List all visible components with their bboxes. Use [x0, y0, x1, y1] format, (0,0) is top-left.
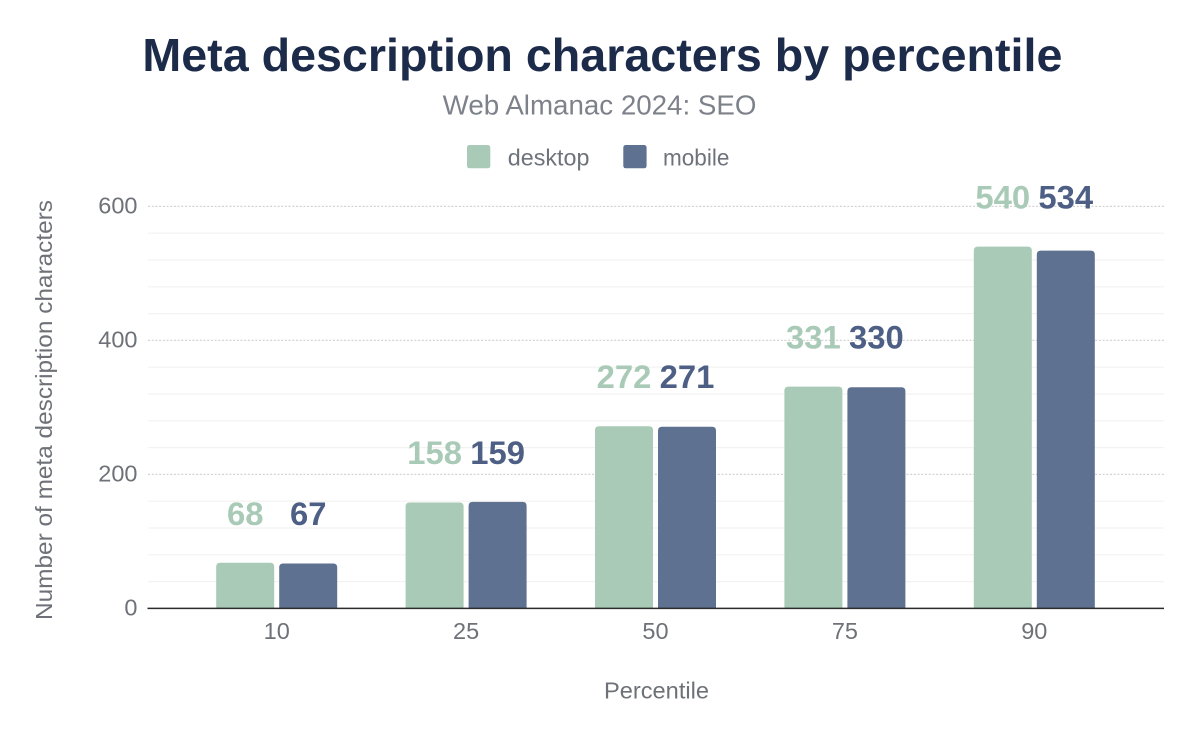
svg-text:desktop: desktop: [508, 145, 590, 171]
svg-text:75: 75: [832, 618, 858, 644]
svg-text:158: 158: [407, 434, 462, 471]
svg-text:540: 540: [975, 179, 1030, 216]
svg-text:272: 272: [597, 358, 652, 395]
svg-text:400: 400: [98, 326, 137, 352]
svg-text:331: 331: [786, 319, 841, 356]
svg-text:200: 200: [98, 460, 137, 486]
svg-text:Number of meta description cha: Number of meta description characters: [31, 200, 57, 620]
svg-text:67: 67: [290, 495, 326, 532]
svg-text:Percentile: Percentile: [604, 678, 709, 704]
svg-text:600: 600: [98, 192, 137, 218]
svg-text:90: 90: [1021, 618, 1047, 644]
svg-text:Meta description characters by: Meta description characters by percentil…: [142, 29, 1062, 81]
svg-text:330: 330: [849, 319, 904, 356]
svg-text:271: 271: [660, 358, 715, 395]
svg-text:534: 534: [1038, 179, 1093, 216]
svg-text:mobile: mobile: [663, 145, 729, 171]
svg-text:Web Almanac 2024: SEO: Web Almanac 2024: SEO: [443, 90, 757, 121]
svg-text:25: 25: [453, 618, 479, 644]
svg-text:50: 50: [642, 618, 668, 644]
svg-text:0: 0: [124, 594, 137, 620]
svg-text:68: 68: [227, 495, 263, 532]
svg-text:10: 10: [264, 618, 290, 644]
svg-text:159: 159: [470, 434, 525, 471]
